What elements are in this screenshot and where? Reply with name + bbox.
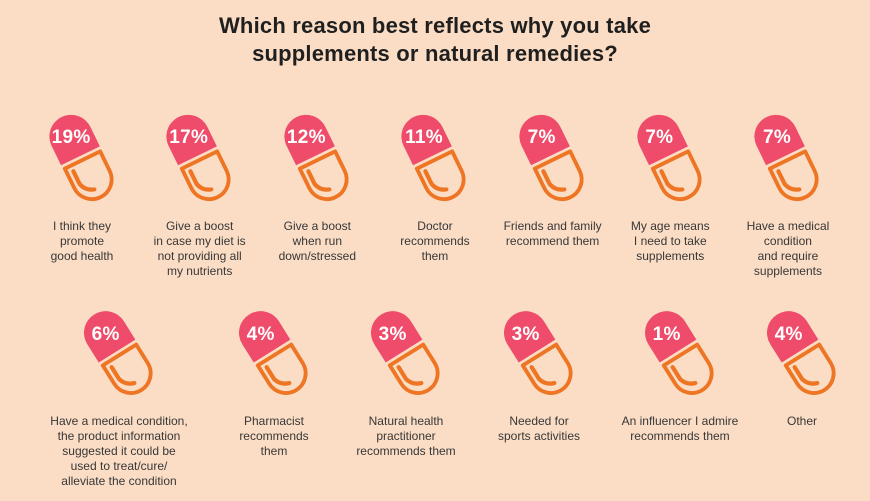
pill-row-2: 6% Have a medical condition, the product… bbox=[0, 301, 870, 489]
pill-percentage-value: 7% bbox=[645, 127, 674, 149]
pill-capsule-icon bbox=[755, 301, 850, 409]
pill-row-1: 19% I think they promote good health 17%… bbox=[0, 106, 870, 279]
pill-percentage-value: 1% bbox=[652, 323, 681, 345]
pill-capsule-icon bbox=[505, 106, 600, 214]
pill-percentage-value: 6% bbox=[91, 323, 120, 345]
pill-item: 3% Needed for sports activities bbox=[478, 301, 600, 489]
pill-label: Natural health practitioner recommends t… bbox=[356, 413, 456, 458]
pill-capsule-icon bbox=[35, 106, 130, 214]
pill-graphic: 3% bbox=[359, 301, 454, 409]
pill-graphic: 3% bbox=[492, 301, 587, 409]
pill-label: Other bbox=[786, 413, 817, 428]
pill-item: 6% Have a medical condition, the product… bbox=[26, 301, 212, 489]
pill-percentage-value: 4% bbox=[246, 323, 275, 345]
pill-graphic: 4% bbox=[227, 301, 322, 409]
pill-graphic: 1% bbox=[633, 301, 728, 409]
pill-item: 12% Give a boost when run down/stressed bbox=[261, 106, 373, 279]
pill-graphic: 7% bbox=[623, 106, 718, 214]
pill-capsule-icon bbox=[152, 106, 247, 214]
pill-percentage-value: 4% bbox=[774, 323, 803, 345]
pill-capsule-icon bbox=[270, 106, 365, 214]
pill-graphic: 7% bbox=[740, 106, 835, 214]
pill-graphic: 12% bbox=[270, 106, 365, 214]
pill-label: Pharmacist recommends them bbox=[239, 413, 309, 458]
pill-percentage-value: 3% bbox=[511, 323, 540, 345]
pill-item: 19% I think they promote good health bbox=[26, 106, 138, 279]
pill-label: Doctor recommends them bbox=[400, 218, 470, 263]
pill-label: Needed for sports activities bbox=[497, 413, 581, 443]
pill-capsule-icon bbox=[623, 106, 718, 214]
pill-label: Friends and family recommend them bbox=[503, 218, 602, 248]
pill-percentage-value: 19% bbox=[51, 127, 91, 149]
pill-percentage-value: 7% bbox=[762, 127, 792, 149]
infographic-background: Which reason best reflects why you take … bbox=[0, 12, 870, 501]
pill-item: 1% An influencer I admire recommends the… bbox=[602, 301, 758, 489]
pill-label: My age means I need to take supplements bbox=[630, 218, 710, 263]
pill-item: 4% Other bbox=[760, 301, 844, 489]
pill-graphic: 6% bbox=[72, 301, 167, 409]
chart-title: Which reason best reflects why you take … bbox=[218, 13, 652, 66]
pill-percentage-value: 17% bbox=[169, 127, 209, 149]
pill-capsule-icon bbox=[227, 301, 322, 409]
pill-label: An influencer I admire recommends them bbox=[621, 413, 739, 443]
pill-label: Have a medical condition and require sup… bbox=[746, 218, 830, 278]
pill-capsule-icon bbox=[740, 106, 835, 214]
pill-item: 11% Doctor recommends them bbox=[379, 106, 491, 279]
pill-graphic: 19% bbox=[35, 106, 130, 214]
pill-item: 7% My age means I need to take supplemen… bbox=[614, 106, 726, 279]
pill-item: 7% Friends and family recommend them bbox=[497, 106, 609, 279]
pill-item: 7% Have a medical condition and require … bbox=[732, 106, 844, 279]
pill-capsule-icon bbox=[72, 301, 167, 409]
pill-graphic: 17% bbox=[152, 106, 247, 214]
pill-item: 3% Natural health practitioner recommend… bbox=[336, 301, 476, 489]
pill-percentage-value: 7% bbox=[527, 127, 556, 149]
pill-percentage-value: 11% bbox=[405, 127, 443, 149]
pill-percentage-value: 12% bbox=[286, 127, 326, 149]
pill-item: 17% Give a boost in case my diet is not … bbox=[144, 106, 256, 279]
pill-label: Have a medical condition, the product in… bbox=[50, 413, 188, 488]
pill-label: Give a boost when run down/stressed bbox=[278, 218, 356, 263]
pill-graphic: 4% bbox=[755, 301, 850, 409]
pill-percentage-value: 3% bbox=[378, 323, 407, 345]
pill-label: I think they promote good health bbox=[50, 218, 114, 263]
pill-capsule-icon bbox=[387, 106, 482, 214]
pill-label: Give a boost in case my diet is not prov… bbox=[153, 218, 246, 278]
pill-capsule-icon bbox=[633, 301, 728, 409]
pill-capsule-icon bbox=[492, 301, 587, 409]
pill-graphic: 7% bbox=[505, 106, 600, 214]
pill-item: 4% Pharmacist recommends them bbox=[214, 301, 334, 489]
pill-graphic: 11% bbox=[387, 106, 482, 214]
pill-capsule-icon bbox=[359, 301, 454, 409]
